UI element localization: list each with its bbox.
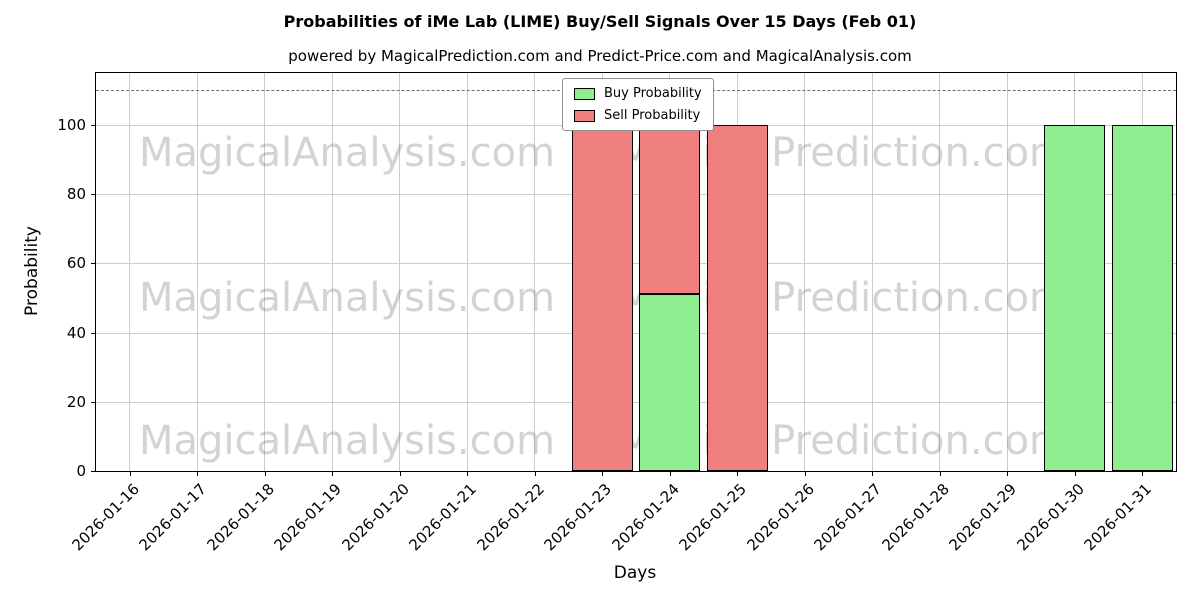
buy-probability-swatch	[574, 87, 595, 100]
x-tick-mark	[264, 471, 266, 476]
x-tick-label: 2026-01-22	[473, 480, 548, 555]
bar-segment	[1044, 124, 1106, 471]
watermark-text: MagicalAnalysis.com	[138, 418, 556, 464]
x-tick-label: 2026-01-21	[405, 480, 480, 555]
x-tick-label: 2026-01-17	[135, 480, 210, 555]
x-tick-mark	[737, 471, 739, 476]
x-tick-mark	[1142, 471, 1144, 476]
x-tick-label: 2026-01-18	[203, 480, 278, 555]
x-tick-label: 2026-01-16	[68, 480, 143, 555]
vertical-gridline	[129, 73, 131, 471]
x-tick-label: 2026-01-29	[945, 480, 1020, 555]
y-tick-label: 20	[66, 392, 86, 411]
x-tick-label: 2026-01-20	[338, 480, 413, 555]
y-tick-mark	[91, 401, 96, 403]
x-tick-mark	[804, 471, 806, 476]
horizontal-gridline	[96, 401, 1176, 403]
vertical-gridline	[804, 73, 806, 471]
x-tick-mark	[1074, 471, 1076, 476]
vertical-gridline	[871, 73, 873, 471]
y-tick-mark	[91, 263, 96, 265]
x-tick-label: 2026-01-19	[270, 480, 345, 555]
chart-title: Probabilities of iMe Lab (LIME) Buy/Sell…	[283, 12, 917, 31]
horizontal-gridline	[96, 194, 1176, 196]
legend: Buy Probability Sell Probability	[562, 78, 714, 131]
y-tick-label: 40	[66, 323, 86, 342]
bar-segment	[571, 124, 633, 471]
x-tick-label: 2026-01-30	[1013, 480, 1088, 555]
x-tick-label: 2026-01-28	[878, 480, 953, 555]
bar-segment	[639, 124, 701, 295]
x-tick-mark	[332, 471, 334, 476]
vertical-gridline	[264, 73, 266, 471]
x-tick-mark	[669, 471, 671, 476]
watermark-text: MagicalAnalysis.com	[138, 275, 556, 321]
sell-probability-label: Sell Probability	[604, 108, 701, 123]
x-axis-label: Days	[613, 563, 657, 583]
x-tick-mark	[602, 471, 604, 476]
vertical-gridline	[196, 73, 198, 471]
plot-area: MagicalAnalysis.com MagicalPrediction.com…	[57, 72, 1177, 554]
x-tick-label: 2026-01-27	[810, 480, 885, 555]
y-tick-mark	[91, 332, 96, 334]
x-tick-label: 2026-01-26	[743, 480, 818, 555]
chart-subtitle: powered by MagicalPrediction.com and Pre…	[288, 47, 912, 65]
x-tick-label: 2026-01-31	[1080, 480, 1155, 555]
vertical-gridline	[331, 73, 333, 471]
y-tick-mark	[91, 194, 96, 196]
vertical-gridline	[466, 73, 468, 471]
x-tick-label: 2026-01-23	[540, 480, 615, 555]
vertical-gridline	[939, 73, 941, 471]
y-tick-mark	[91, 471, 96, 472]
bar-segment	[706, 124, 768, 471]
legend-entry-buy: Buy Probability	[574, 86, 702, 101]
x-tick-mark	[1007, 471, 1009, 476]
x-tick-label: 2026-01-24	[608, 480, 683, 555]
y-tick-label: 60	[66, 254, 86, 273]
vertical-gridline	[1006, 73, 1008, 471]
x-tick-mark	[872, 471, 874, 476]
vertical-gridline	[399, 73, 401, 471]
y-tick-label: 80	[66, 185, 86, 204]
y-tick-label: 100	[57, 115, 86, 134]
x-tick-label: 2026-01-25	[675, 480, 750, 555]
bar-segment	[1111, 124, 1173, 471]
buy-probability-label: Buy Probability	[604, 86, 702, 101]
y-tick-label: 0	[76, 462, 86, 480]
horizontal-gridline	[96, 263, 1176, 265]
vertical-gridline	[534, 73, 536, 471]
x-tick-mark	[467, 471, 469, 476]
x-tick-mark	[197, 471, 199, 476]
x-tick-mark	[939, 471, 941, 476]
legend-entry-sell: Sell Probability	[574, 108, 702, 123]
y-tick-mark	[91, 124, 96, 126]
sell-probability-swatch	[574, 109, 595, 122]
watermark-text: MagicalAnalysis.com	[138, 130, 556, 176]
x-tick-mark	[534, 471, 536, 476]
x-tick-mark	[129, 471, 131, 476]
x-tick-mark	[399, 471, 401, 476]
horizontal-gridline	[96, 332, 1176, 334]
bar-segment	[639, 294, 701, 471]
